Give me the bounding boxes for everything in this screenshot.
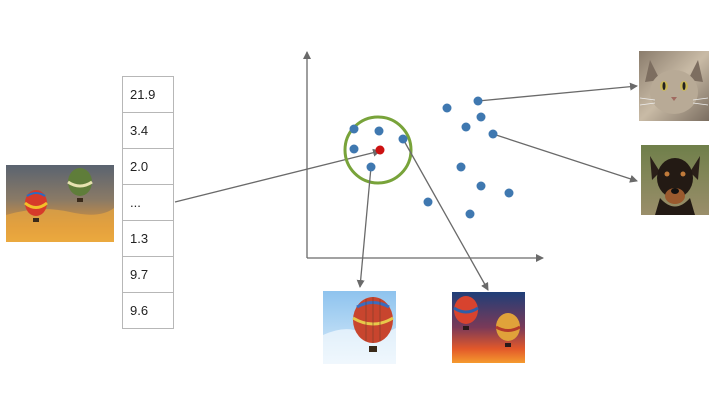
neighbor-image-2 xyxy=(452,292,525,363)
embedding-point xyxy=(349,144,359,154)
query-image xyxy=(6,165,114,242)
embedding-point xyxy=(461,122,471,132)
neighbor-arrow-1 xyxy=(356,166,372,288)
neighborhood-circle xyxy=(343,115,413,185)
balloon-right xyxy=(67,168,93,202)
embedding-point xyxy=(423,197,433,207)
vector-cell: 9.6 xyxy=(122,292,174,329)
embedding-point xyxy=(442,103,452,113)
embedding-point xyxy=(366,162,376,172)
cat-image xyxy=(639,51,709,121)
vector-cell: 1.3 xyxy=(122,220,174,257)
query-point xyxy=(375,145,385,155)
embedding-point xyxy=(476,181,486,191)
feature-vector-table: 21.9 3.4 2.0 ... 1.3 9.7 9.6 xyxy=(122,76,174,329)
vector-cell: 3.4 xyxy=(122,112,174,149)
neighbor-arrow-2 xyxy=(402,138,489,291)
cat-arrow xyxy=(477,82,638,102)
embedding-point xyxy=(398,134,408,144)
embedding-point xyxy=(473,96,483,106)
vector-cell: ... xyxy=(122,184,174,221)
embedding-point xyxy=(456,162,466,172)
vector-cell: 21.9 xyxy=(122,76,174,113)
embedding-point xyxy=(488,129,498,139)
vector-cell: 9.7 xyxy=(122,256,174,293)
dog-image xyxy=(641,145,709,215)
embedding-point xyxy=(349,124,359,134)
embedding-point xyxy=(504,188,514,198)
embedding-point xyxy=(374,126,384,136)
embedding-point xyxy=(476,112,486,122)
embedding-points xyxy=(349,96,514,219)
embedding-axes xyxy=(303,51,544,262)
embed-arrow xyxy=(174,148,381,203)
neighbor-image-1 xyxy=(323,291,396,364)
vector-cell: 2.0 xyxy=(122,148,174,185)
embedding-point xyxy=(465,209,475,219)
dog-arrow xyxy=(492,133,638,183)
balloon-left xyxy=(24,190,48,222)
